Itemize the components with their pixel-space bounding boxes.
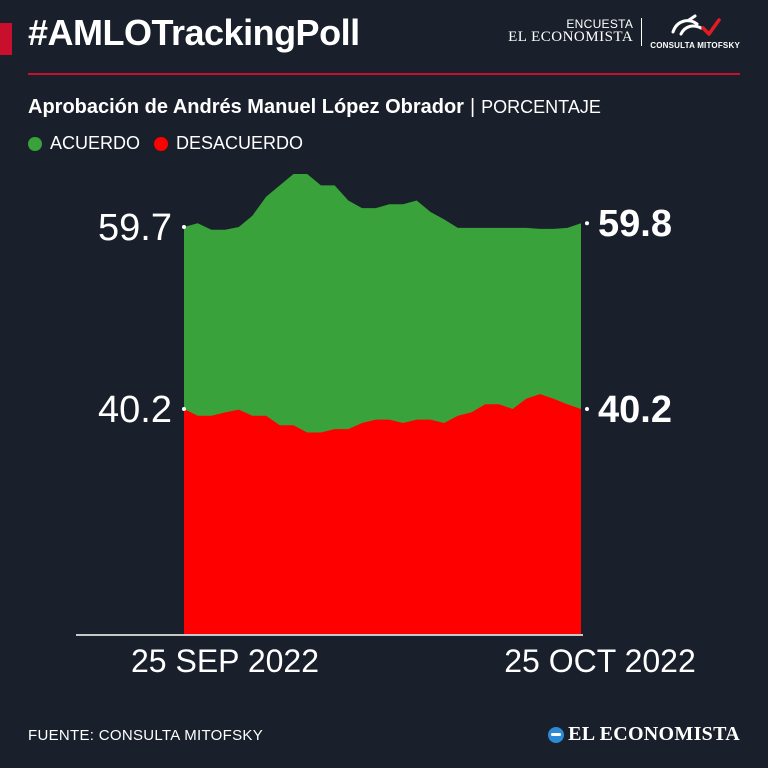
- globe-icon: [548, 726, 565, 743]
- end-agree-dot: [585, 221, 589, 226]
- title-separator: |: [469, 96, 476, 118]
- legend-agree-label: ACUERDO: [50, 133, 141, 153]
- footer-source: FUENTE: CONSULTA MITOFSKY: [28, 727, 264, 744]
- header-brand: ENCUESTA EL ECONOMISTA CONSULTA MITOFSKY: [508, 14, 740, 50]
- mitofsky-logo: CONSULTA MITOFSKY: [650, 14, 740, 50]
- end-disagree-label: 40.2: [598, 389, 672, 431]
- encuesta-brand: ENCUESTA EL ECONOMISTA: [508, 16, 643, 47]
- brand-line2: EL ECONOMISTA: [508, 29, 634, 46]
- legend-item-disagree: DESACUERDO: [154, 133, 303, 154]
- chart-title: Aprobación de Andrés Manuel López Obrado…: [28, 96, 464, 118]
- start-agree-label: 59.7: [98, 207, 172, 249]
- footer-wordmark: EL ECONOMISTA: [568, 723, 740, 745]
- x-tick-start: 25 SEP 2022: [131, 643, 319, 679]
- header-divider: [28, 73, 740, 75]
- chart-unit: PORCENTAJE: [481, 97, 601, 117]
- end-agree-label: 59.8: [598, 203, 672, 245]
- chart-subtitle: Aprobación de Andrés Manuel López Obrado…: [28, 96, 601, 119]
- start-disagree-dot: [182, 407, 186, 411]
- brand-line1: ENCUESTA: [566, 16, 634, 31]
- mitofsky-mark-icon: [671, 14, 721, 36]
- chart-legend: ACUERDO DESACUERDO: [28, 133, 317, 154]
- legend-disagree-label: DESACUERDO: [176, 133, 304, 153]
- hashtag-title: #AMLOTrackingPoll: [28, 12, 360, 53]
- agree-dot-icon: [28, 136, 42, 151]
- disagree-area: [184, 394, 581, 634]
- accent-bar: [0, 23, 12, 55]
- mitofsky-name: CONSULTA MITOFSKY: [650, 41, 740, 50]
- start-agree-dot: [182, 225, 186, 229]
- legend-item-agree: ACUERDO: [28, 133, 140, 154]
- x-tick-end: 25 OCT 2022: [504, 643, 696, 679]
- disagree-dot-icon: [154, 136, 169, 151]
- end-disagree-dot: [585, 407, 589, 411]
- start-disagree-label: 40.2: [98, 389, 172, 431]
- footer-logo: EL ECONOMISTA: [548, 723, 740, 746]
